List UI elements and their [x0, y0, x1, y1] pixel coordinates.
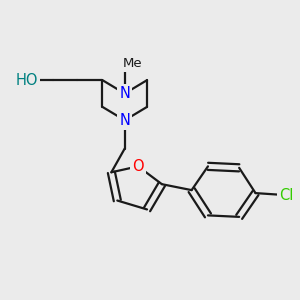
Text: Me: Me [122, 57, 142, 70]
Text: N: N [119, 113, 130, 128]
Text: HO: HO [15, 73, 38, 88]
Text: N: N [119, 86, 130, 101]
Text: Cl: Cl [280, 188, 294, 203]
Text: O: O [132, 159, 144, 174]
